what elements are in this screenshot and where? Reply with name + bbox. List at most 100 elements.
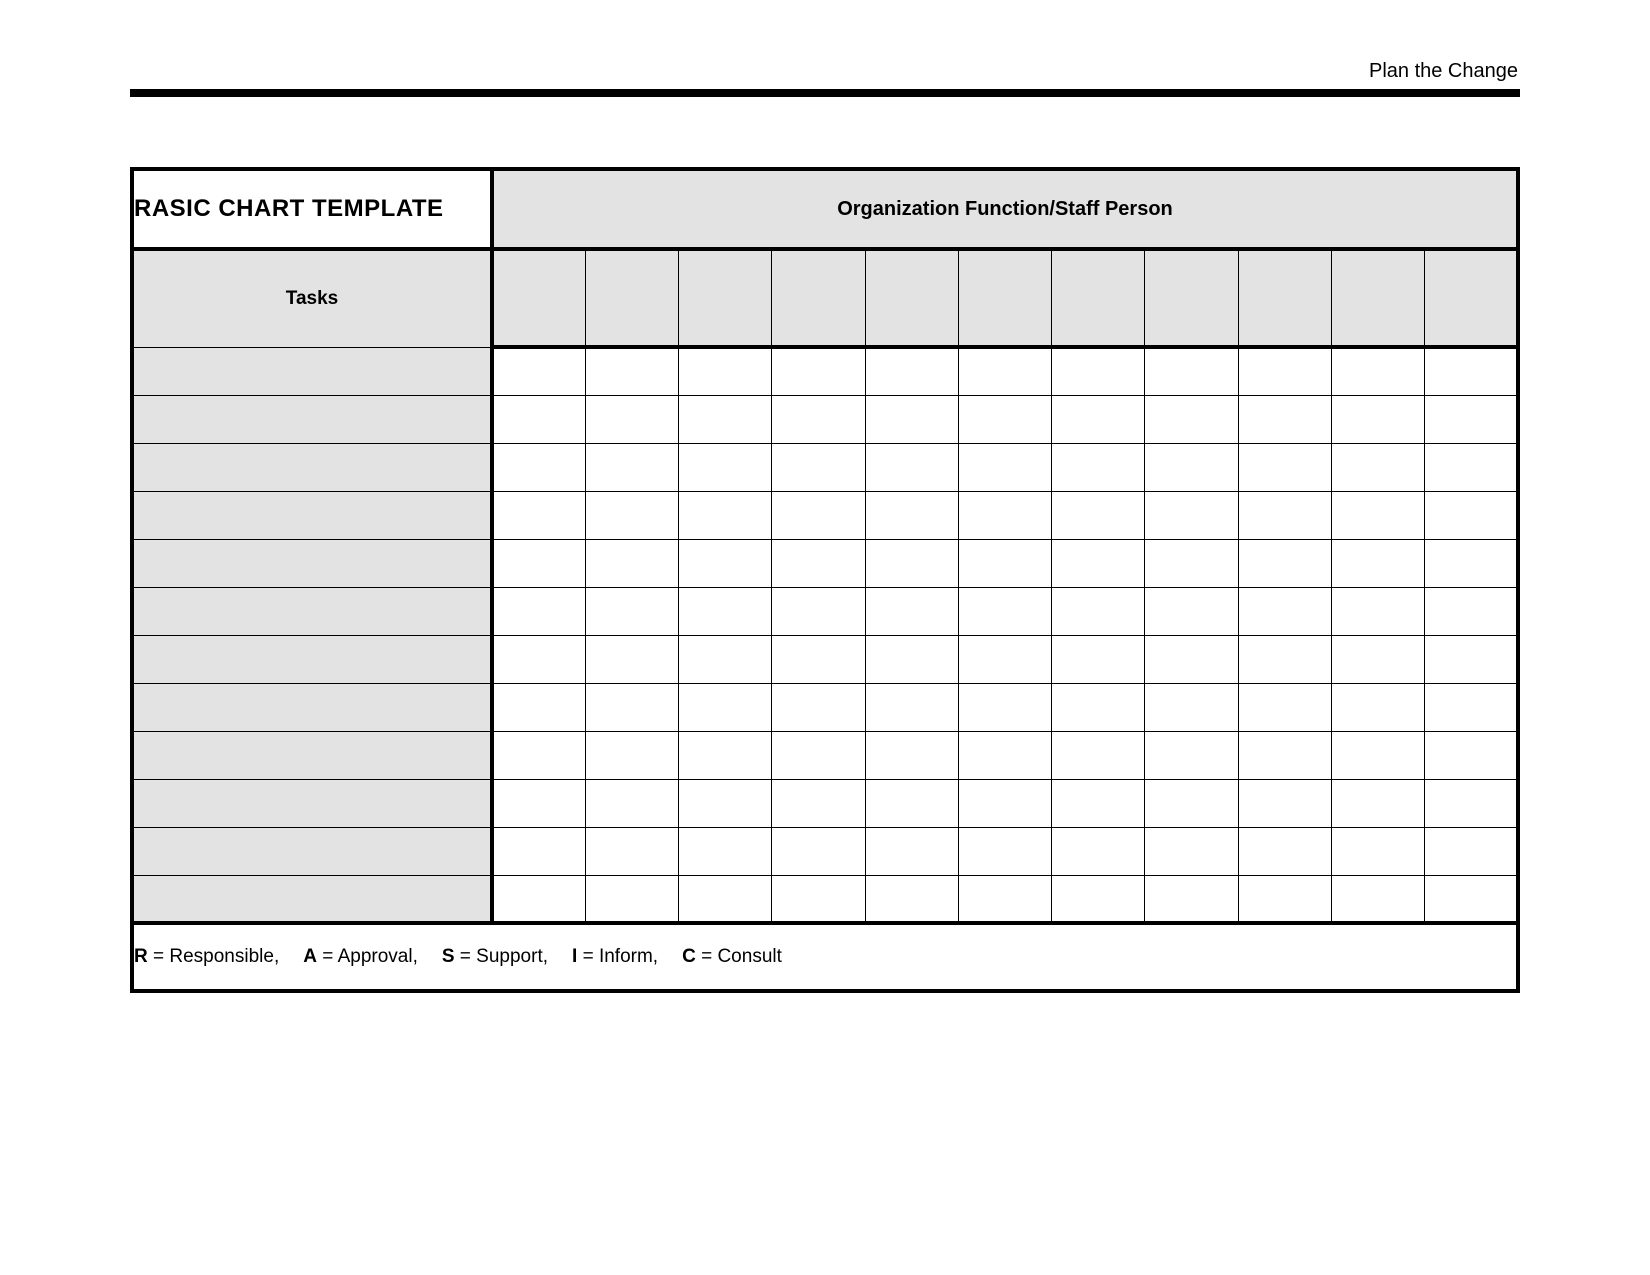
task-row-label: [132, 395, 492, 443]
staff-column-header: [1238, 249, 1331, 347]
grid-cell: [865, 635, 958, 683]
grid-cell: [492, 731, 585, 779]
staff-column-header: [865, 249, 958, 347]
grid-cell: [585, 875, 678, 923]
grid-cell: [1145, 731, 1238, 779]
grid-cell: [958, 635, 1051, 683]
task-row-label: [132, 779, 492, 827]
grid-cell: [1425, 587, 1518, 635]
grid-cell: [1052, 347, 1145, 395]
rasic-chart: RASIC CHART TEMPLATEOrganization Functio…: [130, 167, 1520, 993]
grid-cell: [772, 443, 865, 491]
grid-cell: [958, 395, 1051, 443]
grid-cell: [1052, 635, 1145, 683]
grid-cell: [958, 443, 1051, 491]
tasks-column-header: Tasks: [132, 249, 492, 347]
legend-item: I = Inform,: [572, 946, 658, 968]
legend-item: R = Responsible,: [134, 946, 279, 968]
grid-cell: [492, 875, 585, 923]
grid-cell: [585, 491, 678, 539]
task-row-label: [132, 683, 492, 731]
grid-cell: [1145, 491, 1238, 539]
grid-cell: [772, 683, 865, 731]
grid-cell: [1238, 587, 1331, 635]
grid-cell: [679, 779, 772, 827]
grid-cell: [865, 395, 958, 443]
grid-cell: [865, 875, 958, 923]
grid-cell: [492, 779, 585, 827]
grid-cell: [1238, 827, 1331, 875]
task-row-label: [132, 635, 492, 683]
grid-cell: [1331, 827, 1424, 875]
grid-cell: [1052, 779, 1145, 827]
grid-cell: [1145, 347, 1238, 395]
legend-item: C = Consult: [682, 946, 782, 968]
legend-key: A: [303, 946, 317, 967]
legend-item: A = Approval,: [303, 946, 418, 968]
legend-label: = Approval,: [317, 946, 418, 967]
grid-cell: [679, 875, 772, 923]
grid-cell: [1331, 443, 1424, 491]
grid-cell: [772, 827, 865, 875]
grid-cell: [1145, 443, 1238, 491]
grid-cell: [958, 875, 1051, 923]
grid-cell: [585, 539, 678, 587]
grid-cell: [958, 827, 1051, 875]
grid-cell: [679, 827, 772, 875]
legend-item: S = Support,: [442, 946, 548, 968]
grid-cell: [1331, 875, 1424, 923]
grid-cell: [1145, 683, 1238, 731]
grid-cell: [679, 587, 772, 635]
grid-cell: [1145, 539, 1238, 587]
grid-cell: [679, 683, 772, 731]
grid-cell: [1052, 443, 1145, 491]
grid-cell: [1331, 683, 1424, 731]
grid-cell: [492, 539, 585, 587]
grid-cell: [679, 347, 772, 395]
staff-column-header: [492, 249, 585, 347]
grid-cell: [585, 347, 678, 395]
task-row-label: [132, 443, 492, 491]
grid-cell: [1425, 443, 1518, 491]
grid-cell: [1238, 491, 1331, 539]
grid-cell: [1052, 683, 1145, 731]
grid-cell: [865, 347, 958, 395]
grid-cell: [1425, 827, 1518, 875]
top-rule: [130, 89, 1520, 97]
grid-cell: [958, 587, 1051, 635]
grid-cell: [492, 635, 585, 683]
grid-cell: [865, 827, 958, 875]
grid-cell: [1238, 635, 1331, 683]
grid-cell: [1331, 539, 1424, 587]
grid-cell: [958, 491, 1051, 539]
rasic-table: RASIC CHART TEMPLATEOrganization Functio…: [130, 167, 1520, 993]
legend-key: C: [682, 946, 696, 967]
grid-cell: [1145, 635, 1238, 683]
task-row-label: [132, 875, 492, 923]
legend-key: S: [442, 946, 455, 967]
grid-cell: [865, 587, 958, 635]
grid-cell: [1052, 539, 1145, 587]
grid-cell: [679, 731, 772, 779]
grid-cell: [958, 731, 1051, 779]
grid-cell: [679, 539, 772, 587]
staff-column-header: [772, 249, 865, 347]
grid-cell: [1052, 827, 1145, 875]
grid-cell: [492, 587, 585, 635]
grid-cell: [1145, 875, 1238, 923]
grid-cell: [1052, 395, 1145, 443]
grid-cell: [1238, 395, 1331, 443]
task-row-label: [132, 827, 492, 875]
grid-cell: [1331, 347, 1424, 395]
grid-cell: [958, 779, 1051, 827]
grid-cell: [1238, 347, 1331, 395]
grid-cell: [865, 731, 958, 779]
grid-cell: [1331, 491, 1424, 539]
grid-cell: [865, 539, 958, 587]
staff-column-header: [958, 249, 1051, 347]
grid-cell: [865, 443, 958, 491]
grid-cell: [772, 395, 865, 443]
legend-label: = Inform,: [577, 946, 658, 967]
grid-cell: [772, 875, 865, 923]
grid-cell: [1425, 395, 1518, 443]
